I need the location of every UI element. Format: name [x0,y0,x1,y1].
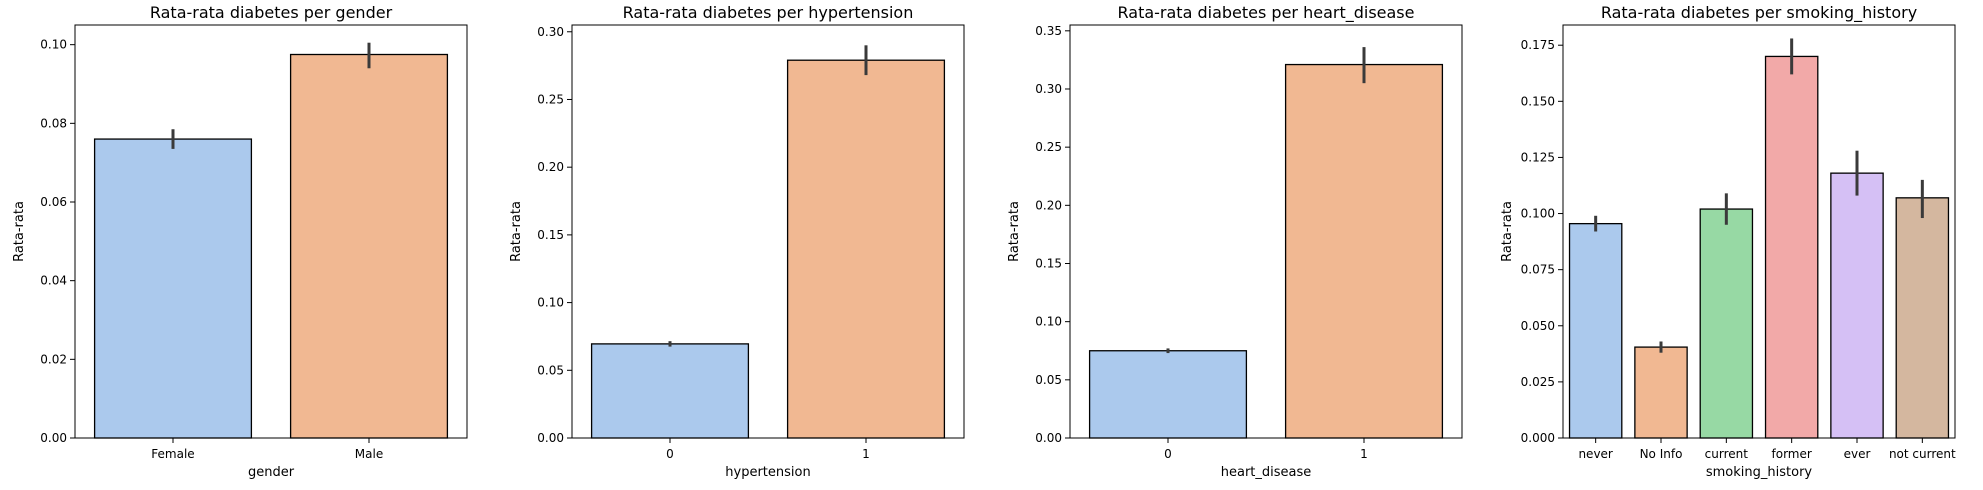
chart-title: Rata-rata diabetes per hypertension [623,3,914,22]
chart-title: Rata-rata diabetes per smoking_history [1601,3,1917,23]
bar-1 [786,59,946,439]
x-tick-label: Male [355,447,383,461]
x-tick-label: 1 [862,447,870,461]
x-tick-label: former [1772,447,1812,461]
y-tick-label: 0.25 [1035,140,1062,154]
y-tick-label: 0.35 [1035,24,1062,38]
x-tick-label: 0 [1164,447,1172,461]
bar-ever [1830,172,1884,439]
y-tick-label: 0.10 [537,296,564,310]
y-tick-label: 0.00 [1035,431,1062,445]
y-tick-label: 0.02 [40,352,67,366]
x-tick-label: 1 [1360,447,1368,461]
y-tick-label: 0.175 [1521,38,1555,52]
y-axis-label: Rata-rata [12,201,27,262]
bar-1 [1284,63,1444,439]
x-tick-label: never [1578,447,1612,461]
bar-no-info [1634,346,1688,439]
chart-title: Rata-rata diabetes per gender [150,3,393,22]
y-tick-label: 0.20 [1035,198,1062,212]
plot-area-frame [1069,24,1463,439]
y-axis-label: Rata-rata [1500,201,1515,262]
y-tick-label: 0.00 [40,431,67,445]
y-axis-label: Rata-rata [1007,201,1022,262]
y-tick-label: 0.150 [1521,94,1555,108]
y-tick-label: 0.025 [1521,375,1555,389]
plot-area-frame [571,24,965,439]
chart-panel-2: 0 1 0.00 0.05 0.10 0.15 0.20 0.25 0.30 Rata-rata … [509,3,965,480]
y-tick-label: 0.15 [1035,256,1062,270]
bar-never [1568,222,1623,439]
y-tick-label: 0.25 [537,92,564,106]
bar-female [93,138,253,439]
y-tick-label: 0.000 [1521,431,1555,445]
y-tick-label: 0.050 [1521,319,1555,333]
y-tick-label: 0.15 [537,228,564,242]
x-tick-label: current [1705,447,1749,461]
bar-0 [1088,350,1248,439]
y-axis-label: Rata-rata [509,201,524,262]
y-tick-label: 0.125 [1521,150,1555,164]
y-tick-label: 0.10 [1035,315,1062,329]
x-axis-label: smoking_history [1706,465,1813,480]
x-tick-label: 0 [666,447,674,461]
y-tick-label: 0.00 [537,431,564,445]
y-tick-label: 0.075 [1521,263,1555,277]
x-axis-label: gender [248,465,295,480]
plot-area-frame [74,24,468,439]
y-tick-label: 0.20 [537,160,564,174]
x-tick-label: No Info [1640,447,1683,461]
y-tick-label: 0.30 [1035,82,1062,96]
bar-male [289,53,449,439]
chart-panel-4: never No Info current former ever not current… [1500,3,1956,480]
y-tick-label: 0.04 [40,274,67,288]
y-tick-label: 0.06 [40,195,67,209]
x-tick-label: not current [1889,447,1956,461]
x-axis-label: hypertension [725,465,810,480]
plot-area-frame [1562,24,1956,439]
x-axis-label: heart_disease [1221,465,1312,480]
y-tick-label: 0.100 [1521,207,1555,221]
chart-panel-3: 0 1 0.00 0.05 0.10 0.15 0.20 0.25 0.30 0.35 Rata-r… [1007,3,1463,480]
x-tick-label: Female [151,447,194,461]
bar-not-current [1895,197,1950,439]
y-tick-label: 0.05 [537,363,564,377]
y-tick-label: 0.05 [1035,373,1062,387]
chart-title: Rata-rata diabetes per heart_disease [1118,3,1415,23]
y-tick-label: 0.08 [40,116,67,130]
bar-current [1699,208,1754,439]
y-tick-label: 0.30 [537,25,564,39]
y-tick-label: 0.10 [40,38,67,52]
bar-former [1764,55,1819,439]
bar-0 [590,343,750,439]
x-tick-label: ever [1844,447,1871,461]
chart-panel-1: Female Male 0.00 0.02 0.04 0.06 0.08 0.10 Rata-r… [12,3,468,480]
